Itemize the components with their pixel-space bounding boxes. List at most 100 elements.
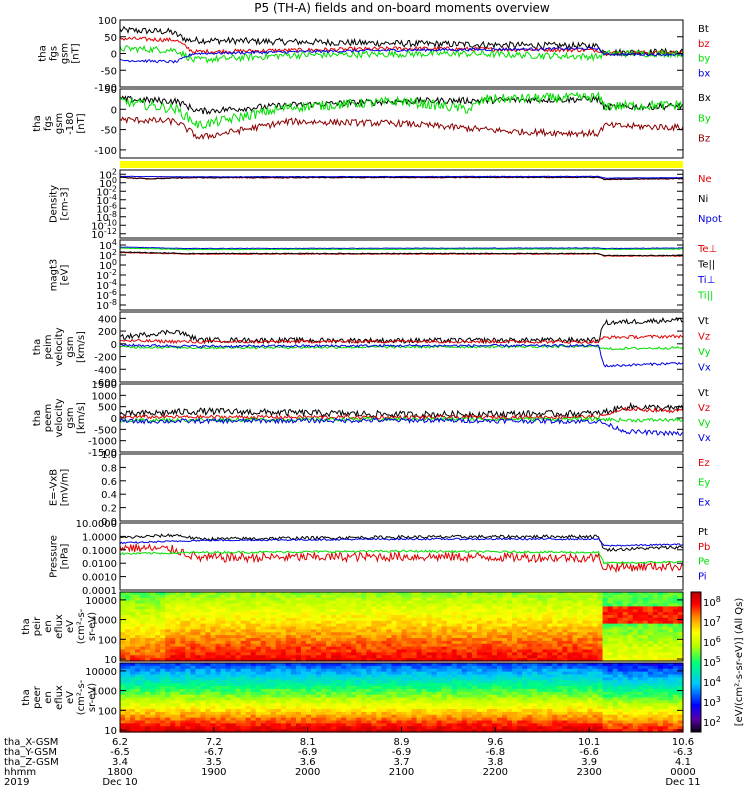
spectrogram-cell: [381, 668, 388, 673]
spectrogram-cell: [175, 671, 181, 676]
spectrogram-cell: [517, 638, 523, 642]
spectrogram-cell: [416, 612, 423, 616]
spectrogram-cell: [547, 652, 553, 656]
spectrogram-cell: [497, 677, 503, 681]
spectrogram-cell: [150, 677, 156, 681]
spectrogram-cell: [617, 626, 624, 630]
spectrogram-cell: [431, 600, 438, 605]
spectrogram-cell: [517, 646, 523, 651]
spectrogram-cell: [386, 694, 393, 699]
spectrogram-cell: [627, 635, 634, 639]
spectrogram-cell: [381, 686, 388, 690]
spectrogram-cell: [612, 638, 619, 642]
spectrogram-cell: [537, 640, 543, 645]
spectrogram-cell: [280, 663, 287, 667]
spectrogram-cell: [140, 612, 146, 616]
spectrogram-cell: [481, 686, 488, 690]
spectrogram-cell: [587, 629, 594, 633]
spectrogram-cell: [542, 694, 548, 699]
spectrogram-cell: [381, 694, 388, 699]
spectrogram-cell: [622, 640, 629, 645]
spectrogram-cell: [351, 706, 357, 710]
spectrogram-cell: [662, 629, 669, 633]
spectrogram-cell: [451, 663, 458, 667]
spectrogram-cell: [240, 600, 247, 605]
spectrogram-cell: [366, 711, 372, 716]
spectrogram-cell: [441, 709, 448, 713]
spectrogram-cell: [250, 703, 257, 707]
spectrogram-cell: [537, 665, 543, 670]
spectrogram-cell: [672, 606, 679, 610]
spectrogram-cell: [275, 612, 282, 616]
spectrogram-cell: [617, 592, 624, 596]
spectrogram-cell: [497, 668, 503, 673]
spectrogram-cell: [396, 691, 403, 696]
spectrogram-cell: [215, 620, 222, 625]
spectrogram-cell: [411, 655, 418, 659]
y-tick-label: 102: [99, 248, 117, 262]
spectrogram-cell: [215, 665, 222, 670]
y-tick-label: -400: [94, 365, 117, 376]
spectrogram-cell: [597, 615, 604, 619]
spectrogram-cell: [160, 703, 166, 707]
spectrogram-cell: [195, 652, 202, 656]
spectrogram-cell: [311, 671, 317, 676]
spectrogram-cell: [476, 683, 483, 687]
spectrogram-cell: [652, 612, 659, 616]
spectrogram-cell: [386, 723, 393, 727]
spectrogram-cell: [311, 623, 317, 628]
spectrogram-cell: [451, 594, 458, 599]
spectrogram-cell: [406, 686, 413, 690]
spectrogram-cell: [270, 697, 277, 701]
spectrogram-cell: [250, 652, 257, 656]
spectrogram-cell: [245, 620, 252, 625]
spectrogram-cell: [245, 683, 252, 687]
spectrogram-cell: [512, 638, 518, 642]
spectrogram-cell: [662, 617, 669, 622]
spectrogram-cell: [471, 691, 478, 696]
spectrogram-cell: [502, 592, 508, 596]
spectrogram-cell: [351, 592, 357, 596]
spectrogram-cell: [160, 592, 166, 596]
spectrogram-cell: [285, 646, 292, 651]
panel-2: [120, 161, 683, 168]
spectrogram-cell: [456, 703, 463, 707]
spectrogram-cell: [672, 658, 679, 662]
spectrogram-cell: [230, 706, 237, 710]
spectrogram-cell: [120, 609, 126, 613]
spectrogram-cell: [290, 663, 297, 667]
spectrogram-cell: [366, 723, 372, 727]
spectrogram-cell: [125, 703, 131, 707]
spectrogram-cell: [311, 655, 317, 659]
spectrogram-cell: [170, 638, 176, 642]
spectrogram-cell: [220, 612, 227, 616]
spectrogram-cell: [250, 615, 257, 619]
spectrogram-cell: [275, 638, 282, 642]
spectrogram-cell: [497, 652, 503, 656]
y-axis-label: tha: [21, 618, 32, 634]
spectrogram-cell: [180, 674, 186, 678]
spectrogram-cell: [225, 629, 232, 633]
spectrogram-cell: [135, 723, 141, 727]
spectrogram-cell: [406, 680, 413, 684]
spectrogram-cell: [190, 623, 197, 628]
spectrogram-cell: [185, 612, 191, 616]
spectrogram-cell: [662, 623, 669, 628]
spectrogram-cell: [135, 686, 141, 690]
spectrogram-cell: [305, 700, 312, 704]
y-axis-label: (cm²-s-: [76, 608, 87, 644]
spectrogram-cell: [542, 597, 548, 602]
spectrogram-cell: [250, 674, 257, 678]
spectrogram-cell: [265, 640, 272, 645]
spectrogram-cell: [205, 649, 212, 653]
spectrogram-cell: [175, 655, 181, 659]
spectrogram-cell: [466, 665, 473, 670]
spectrogram-cell: [577, 603, 584, 607]
spectrogram-cell: [165, 709, 171, 713]
spectrogram-cell: [255, 603, 262, 607]
spectrogram-cell: [326, 615, 332, 619]
spectrogram-cell: [507, 714, 513, 719]
spectrogram-cell: [240, 729, 247, 733]
spectrogram-cell: [336, 652, 342, 656]
spectrogram-cell: [160, 668, 166, 673]
